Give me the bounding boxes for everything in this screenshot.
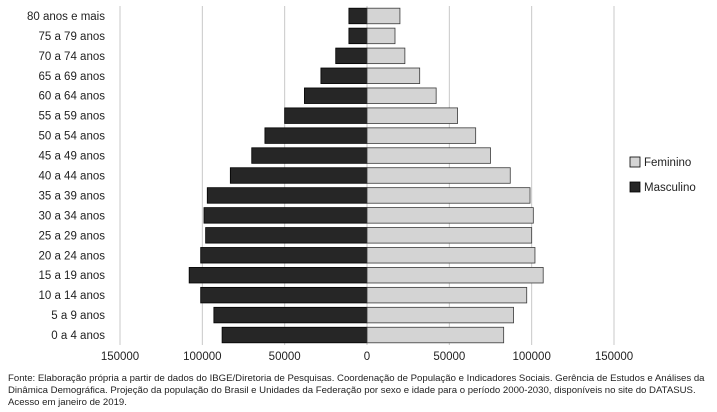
bar-feminino-15-a-19-anos — [366, 267, 544, 284]
bar-feminino-10-a-14-anos — [366, 286, 528, 304]
bar-masculino-45-a-49-anos — [251, 147, 368, 164]
x-tick-label-6: 150000 — [595, 351, 633, 363]
bar-feminino-80-anos-e-mais — [366, 7, 401, 25]
bar-masculino-55-a-59-anos — [284, 107, 368, 124]
bar-feminino-50-a-54-anos — [366, 127, 477, 144]
bar-feminino-55-a-59-anos — [366, 107, 458, 124]
bar-feminino-75-a-79-anos — [366, 27, 396, 45]
legend-label-feminino: Feminino — [644, 157, 691, 169]
population-pyramid-chart: 80 anos e mais 75 a 79 anos 70 a 74 anos 65… — [27, 6, 696, 363]
bar-masculino-20-a-24-anos — [200, 247, 368, 264]
bar-masculino-60-a-64-anos — [304, 87, 368, 104]
bars — [188, 7, 544, 344]
x-tick-label-5: 100000 — [512, 351, 550, 363]
x-tick-label-1: 100000 — [183, 351, 221, 363]
category-label-25-a-29-anos: 25 a 29 anos — [38, 230, 105, 242]
bar-masculino-80-anos-e-mais — [348, 7, 368, 25]
x-tick-label-3: 0 — [364, 351, 370, 363]
bar-masculino-30-a-34-anos — [203, 207, 368, 224]
bar-masculino-70-a-74-anos — [335, 47, 368, 65]
bar-feminino-25-a-29-anos — [366, 227, 533, 244]
category-label-50-a-54-anos: 50 a 54 anos — [38, 131, 105, 143]
x-tick-label-4: 50000 — [433, 351, 465, 363]
category-label-35-a-39-anos: 35 a 39 anos — [38, 190, 105, 202]
category-label-70-a-74-anos: 70 a 74 anos — [38, 51, 105, 63]
bar-masculino-35-a-39-anos — [206, 187, 368, 204]
bar-masculino-40-a-44-anos — [229, 167, 368, 184]
category-label-80-anos-e-mais: 80 anos e mais — [27, 11, 105, 23]
category-label-40-a-44-anos: 40 a 44 anos — [38, 171, 105, 183]
bar-masculino-15-a-19-anos — [188, 267, 368, 284]
bar-masculino-5-a-9-anos — [213, 306, 368, 324]
bar-masculino-50-a-54-anos — [264, 127, 368, 144]
category-label-65-a-69-anos: 65 a 69 anos — [38, 71, 105, 83]
bar-feminino-35-a-39-anos — [366, 187, 531, 204]
category-label-10-a-14-anos: 10 a 14 anos — [38, 290, 105, 302]
bar-masculino-65-a-69-anos — [320, 67, 368, 84]
bar-feminino-30-a-34-anos — [366, 207, 534, 224]
x-tick-labels: 150000 100000 50000 0 50000 100000 150000 — [101, 351, 633, 363]
bar-feminino-20-a-24-anos — [366, 247, 536, 264]
legend-swatch-feminino — [629, 156, 641, 168]
bar-feminino-40-a-44-anos — [366, 167, 511, 184]
x-tick-label-0: 150000 — [101, 351, 139, 363]
category-label-45-a-49-anos: 45 a 49 anos — [38, 151, 105, 163]
category-label-0-a-4-anos: 0 a 4 anos — [51, 330, 105, 342]
legend-swatch-masculino — [629, 181, 641, 193]
bar-feminino-60-a-64-anos — [366, 87, 437, 104]
bar-feminino-5-a-9-anos — [366, 306, 514, 324]
category-labels: 80 anos e mais 75 a 79 anos 70 a 74 anos 65… — [27, 11, 105, 342]
category-label-55-a-59-anos: 55 a 59 anos — [38, 111, 105, 123]
category-label-60-a-64-anos: 60 a 64 anos — [38, 91, 105, 103]
category-label-75-a-79-anos: 75 a 79 anos — [38, 31, 105, 43]
legend-label-masculino: Masculino — [644, 182, 696, 194]
bar-masculino-0-a-4-anos — [221, 326, 368, 344]
bar-feminino-70-a-74-anos — [366, 47, 406, 65]
category-label-5-a-9-anos: 5 a 9 anos — [51, 310, 105, 322]
bar-feminino-0-a-4-anos — [366, 326, 505, 344]
category-label-15-a-19-anos: 15 a 19 anos — [38, 270, 105, 282]
source-note: Fonte: Elaboração própria a partir de da… — [8, 373, 705, 408]
category-label-20-a-24-anos: 20 a 24 anos — [38, 250, 105, 262]
bar-masculino-10-a-14-anos — [200, 286, 368, 304]
bar-feminino-45-a-49-anos — [366, 147, 491, 164]
category-label-30-a-34-anos: 30 a 34 anos — [38, 210, 105, 222]
legend: Feminino Masculino — [629, 156, 696, 194]
bar-feminino-65-a-69-anos — [366, 67, 421, 84]
bar-masculino-25-a-29-anos — [205, 227, 368, 244]
x-tick-label-2: 50000 — [269, 351, 301, 363]
bar-masculino-75-a-79-anos — [348, 27, 368, 45]
